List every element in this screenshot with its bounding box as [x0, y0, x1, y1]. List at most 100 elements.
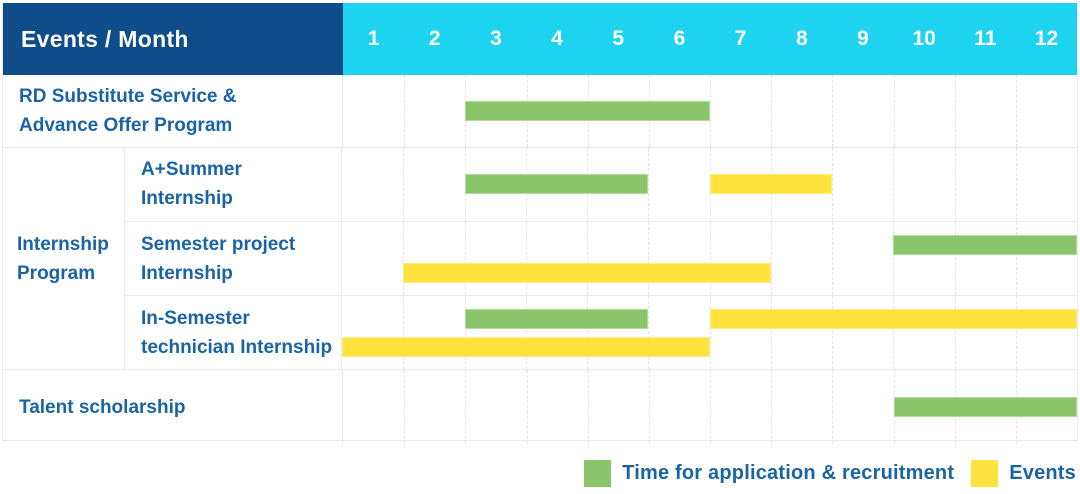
- legend-swatch-green: [584, 459, 612, 487]
- row-label: Talent scholarship: [3, 370, 343, 444]
- chart-area: [342, 296, 1077, 369]
- group-label: Internship Program: [3, 148, 125, 369]
- month-gridline: [404, 75, 406, 147]
- table-row-semester-project-internship: Semester project Internship: [125, 220, 1077, 296]
- row-label-line: A+Summer: [141, 159, 242, 181]
- month-gridline: [648, 370, 650, 444]
- month-gridline: [710, 370, 711, 444]
- month-gridline: [771, 370, 773, 444]
- month-gridline: [1015, 221, 1017, 296]
- month-gridline: [893, 221, 895, 296]
- gantt-bar-application: [893, 234, 1077, 255]
- row-label-line: RD Substitute Service &: [19, 86, 237, 107]
- month-label: 10: [912, 27, 936, 50]
- row-label: In-Semester technician Internship: [125, 296, 342, 369]
- month-gridline: [587, 370, 589, 444]
- legend-item-application: Time for application & recruitment: [584, 459, 955, 487]
- month-label: 7: [734, 27, 747, 50]
- month-label: 9: [857, 27, 869, 50]
- month-gridline: [404, 370, 406, 444]
- row-label: A+Summer Internship: [125, 148, 342, 221]
- table-group-internship-program: Internship Program A+Summer Internship S…: [3, 147, 1077, 369]
- table-row-a-summer-internship: A+Summer Internship: [125, 148, 1077, 221]
- month-gridline: [403, 148, 405, 221]
- row-label-line: Internship: [141, 188, 233, 210]
- row-label-line: Advance Offer Program: [19, 115, 233, 136]
- month-gridline: [587, 221, 588, 296]
- month-gridline: [1015, 296, 1017, 369]
- month-gridline: [403, 296, 405, 369]
- gantt-bar-application: [465, 101, 710, 121]
- legend-label: Time for application & recruitment: [622, 461, 955, 484]
- month-label: 5: [612, 27, 625, 50]
- month-gridline: [525, 296, 527, 369]
- legend: Time for application & recruitment Event…: [0, 457, 1076, 489]
- row-label-line: Talent scholarship: [19, 396, 186, 418]
- group-label-line: Program: [17, 262, 96, 284]
- month-label: 3: [490, 27, 502, 50]
- gantt-bar-application: [893, 397, 1077, 417]
- month-gridline: [954, 221, 956, 296]
- month-gridline: [648, 148, 650, 221]
- gantt-bar-events: [709, 174, 832, 195]
- group-label-line: Internship: [17, 233, 109, 255]
- month-gridline: [648, 296, 650, 369]
- month-gridline: [954, 296, 956, 369]
- gantt-bar-events: [709, 309, 1077, 330]
- month-gridline: [648, 221, 650, 296]
- row-label-line: Semester project: [141, 233, 296, 255]
- month-label: 11: [974, 27, 997, 50]
- month-gridline: [525, 221, 527, 296]
- month-gridline: [771, 75, 773, 147]
- legend-swatch-yellow: [971, 459, 999, 487]
- month-gridline: [403, 221, 405, 296]
- row-label-line: Internship: [141, 262, 233, 284]
- month-label: 1: [367, 27, 380, 50]
- row-label-line: technician Internship: [141, 336, 333, 358]
- header-title: Events / Month: [21, 25, 189, 52]
- row-label: Semester project Internship: [125, 221, 342, 296]
- table-row-talent-scholarship: Talent scholarship: [3, 369, 1077, 444]
- table-row-rd-substitute: RD Substitute Service & Advance Offer Pr…: [3, 75, 1077, 147]
- chart-area: [342, 221, 1077, 296]
- group-subrows: A+Summer Internship Semester project Int…: [125, 148, 1077, 369]
- month-label: 8: [795, 27, 808, 50]
- legend-item-events: Events: [971, 459, 1076, 487]
- month-header-strip: 1 2 3 4 5 6 7 8 9 10 11 12: [343, 3, 1077, 75]
- month-gridline: [587, 296, 588, 369]
- month-gridline: [832, 148, 833, 221]
- row-label: RD Substitute Service & Advance Offer Pr…: [3, 75, 343, 147]
- gantt-bar-application: [464, 309, 649, 330]
- month-gridline: [770, 296, 772, 369]
- month-gridline: [709, 221, 711, 296]
- month-gridline: [1015, 148, 1017, 221]
- month-gridline: [893, 296, 895, 369]
- month-gridline: [893, 148, 895, 221]
- row-label-line: In-Semester: [141, 307, 250, 329]
- month-label: 6: [673, 27, 686, 50]
- month-gridline: [1015, 75, 1017, 147]
- month-gridline: [526, 370, 528, 444]
- month-gridline: [710, 75, 711, 147]
- month-gridline: [893, 75, 895, 147]
- month-gridline: [464, 221, 466, 296]
- table-row-in-semester-technician-internship: In-Semester technician Internship: [125, 295, 1077, 369]
- month-gridline: [709, 296, 711, 369]
- gantt-bar-events: [403, 262, 771, 283]
- gantt-table: Events / Month 1 2 3 4 5 6 7 8 9 10 11 1…: [2, 3, 1078, 444]
- chart-area: [343, 370, 1077, 444]
- month-gridline: [832, 221, 833, 296]
- month-gridline: [832, 75, 834, 147]
- header-title-cell: Events / Month: [3, 3, 343, 75]
- chart-area: [342, 148, 1077, 221]
- month-gridline: [954, 148, 956, 221]
- month-gridline: [465, 370, 467, 444]
- month-label: 12: [1034, 27, 1059, 50]
- gantt-bar-events: [342, 337, 710, 358]
- chart-area: [343, 75, 1077, 147]
- legend-label: Events: [1009, 461, 1076, 484]
- month-label: 4: [551, 27, 563, 50]
- table-header: Events / Month 1 2 3 4 5 6 7 8 9 10 11 1…: [3, 3, 1077, 75]
- month-gridline: [832, 370, 834, 444]
